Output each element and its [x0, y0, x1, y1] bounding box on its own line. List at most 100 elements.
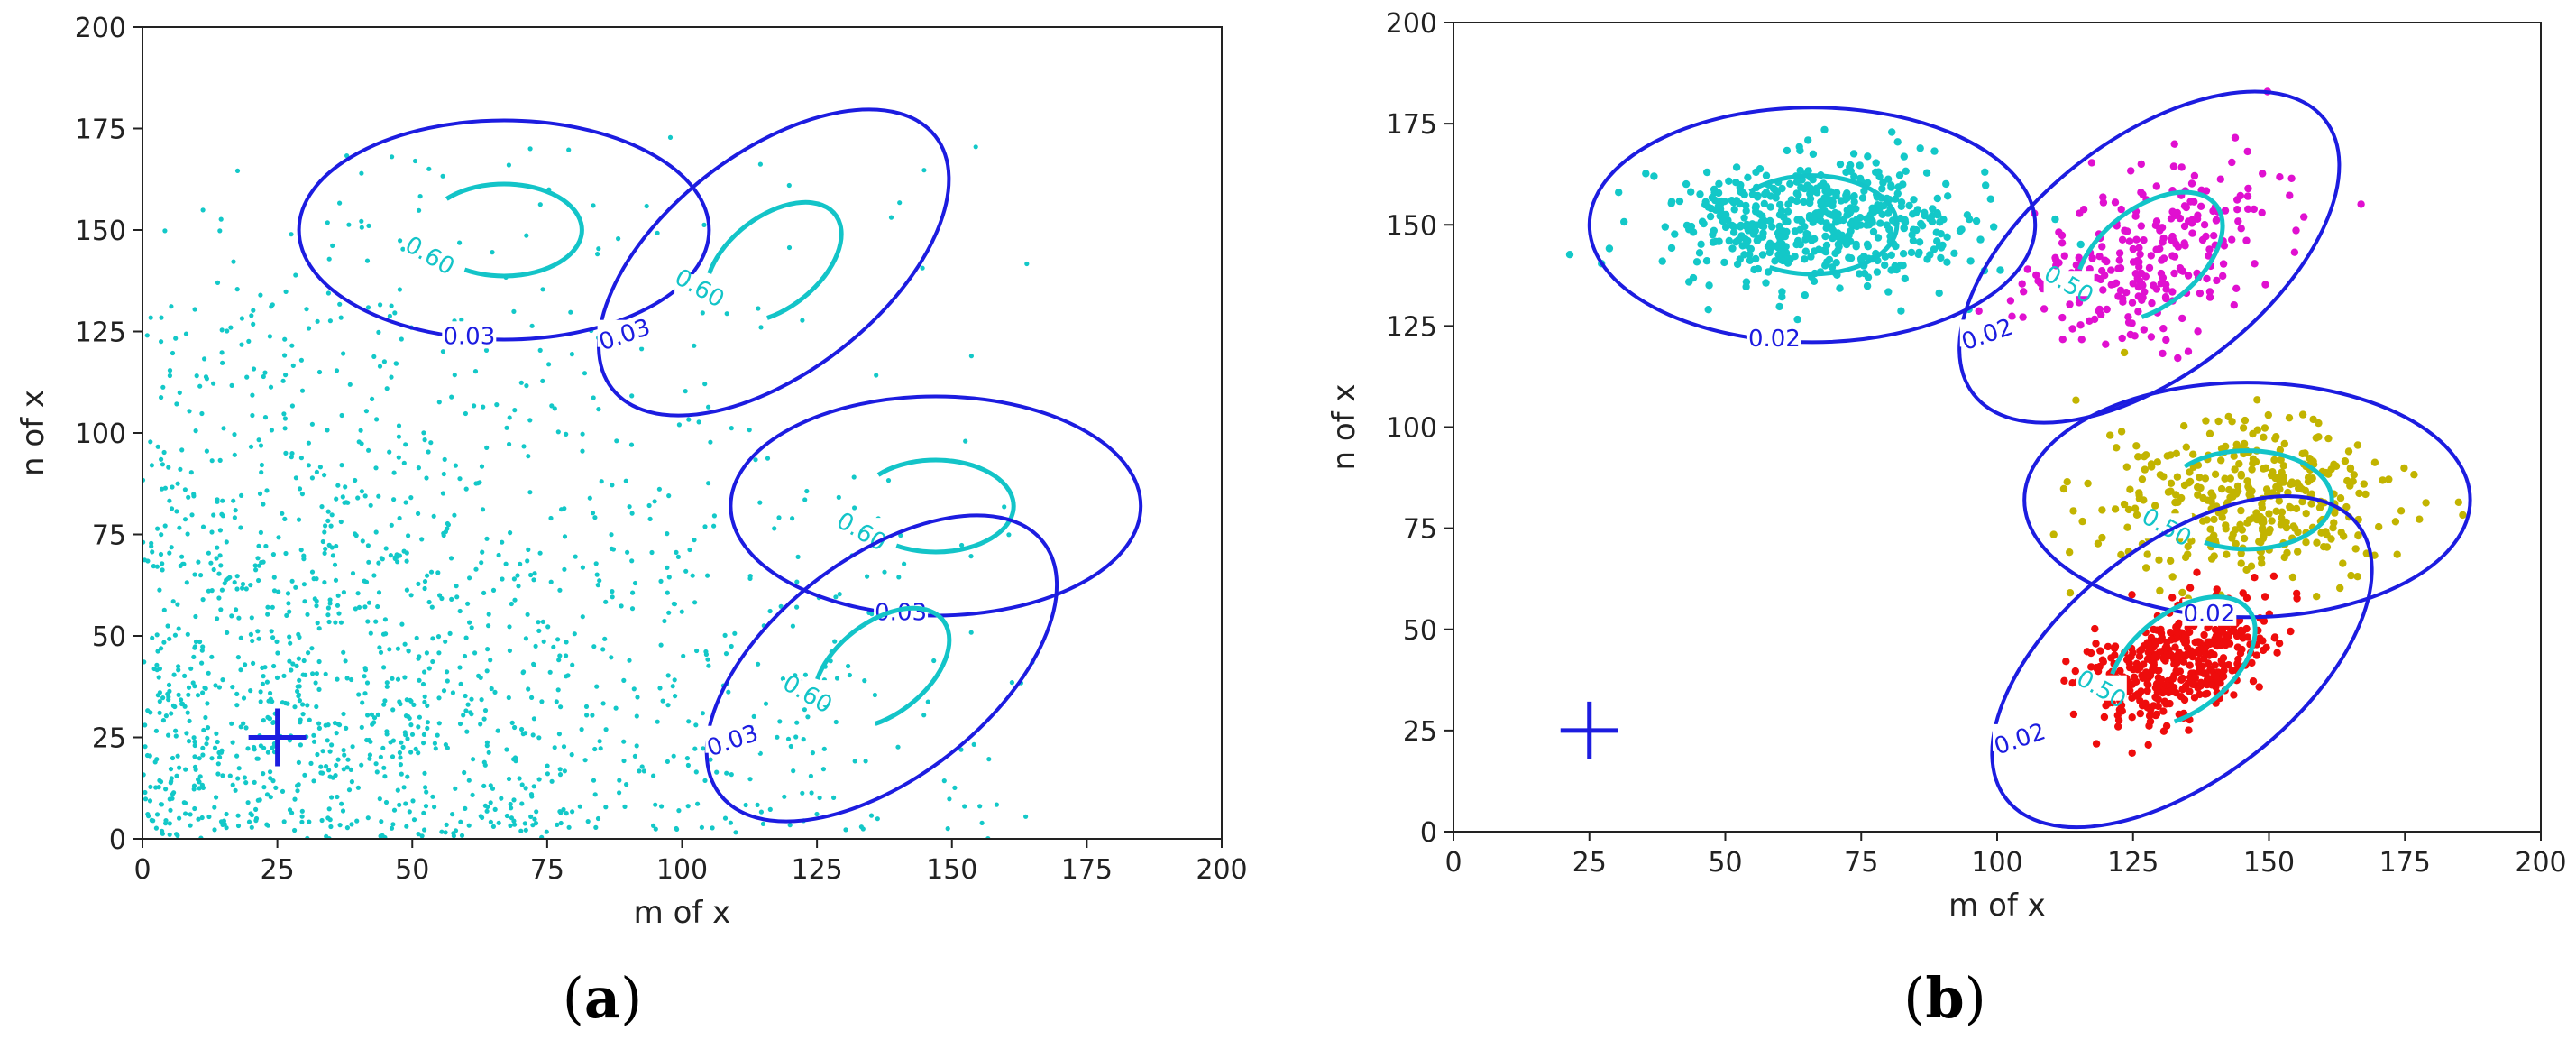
- data-point: [215, 616, 220, 621]
- data-point: [561, 806, 566, 813]
- data-point: [380, 745, 386, 751]
- cluster-point: [1893, 189, 1902, 198]
- data-point: [243, 725, 249, 731]
- data-point: [297, 698, 302, 704]
- data-point: [447, 630, 453, 637]
- data-point: [1023, 814, 1029, 819]
- cluster-point: [2393, 550, 2401, 558]
- data-point: [234, 703, 240, 708]
- cluster-point: [1778, 292, 1786, 301]
- data-point: [145, 708, 151, 713]
- cluster-point: [1921, 208, 1929, 216]
- data-point: [396, 423, 402, 428]
- data-point: [265, 604, 270, 610]
- data-point: [511, 797, 517, 803]
- cluster-point: [1849, 150, 1858, 158]
- data-point: [482, 762, 488, 768]
- data-point: [465, 702, 471, 707]
- data-point: [539, 834, 545, 839]
- cluster-point: [2256, 634, 2264, 642]
- cluster-point: [1804, 233, 1812, 241]
- cluster-point: [1777, 207, 1786, 215]
- cluster-point: [1821, 232, 1829, 241]
- data-point: [218, 563, 224, 568]
- cluster-point: [1937, 244, 1946, 252]
- cluster-point: [2251, 260, 2259, 268]
- data-point: [388, 740, 393, 745]
- data-point: [338, 519, 344, 525]
- data-point: [194, 373, 199, 379]
- data-point: [802, 672, 809, 677]
- data-point: [182, 704, 188, 709]
- data-point: [416, 750, 421, 756]
- data-point: [200, 752, 206, 758]
- cluster-point: [2180, 695, 2189, 704]
- cluster-point: [2221, 207, 2230, 215]
- x-tick-label: 100: [1971, 847, 2022, 879]
- data-point: [833, 594, 839, 600]
- data-point: [254, 756, 260, 761]
- cluster-point: [2186, 584, 2195, 592]
- data-point: [323, 546, 328, 552]
- data-point: [711, 513, 718, 519]
- data-point: [585, 819, 591, 824]
- data-point: [323, 671, 328, 676]
- cluster-point: [1792, 178, 1801, 186]
- data-point: [379, 556, 384, 561]
- cluster-point: [1897, 202, 1905, 210]
- cluster-point: [2049, 530, 2058, 538]
- data-point: [181, 800, 187, 805]
- data-point: [167, 368, 173, 373]
- y-tick-label: 0: [109, 824, 126, 856]
- data-point: [788, 743, 793, 750]
- cluster-point: [2167, 451, 2175, 459]
- data-point: [160, 561, 165, 566]
- data-point: [706, 663, 711, 668]
- cluster-point: [2327, 535, 2335, 543]
- data-point: [200, 524, 206, 529]
- cluster-point: [2134, 292, 2142, 300]
- cluster-point: [2051, 215, 2059, 224]
- data-point: [507, 415, 512, 420]
- data-point: [572, 631, 577, 637]
- cluster-point: [1918, 222, 1927, 230]
- data-point: [204, 376, 209, 382]
- data-point: [557, 809, 563, 815]
- data-point: [852, 505, 857, 511]
- cluster-point: [2062, 658, 2070, 666]
- cluster-point: [2151, 502, 2159, 510]
- data-point: [260, 681, 265, 686]
- data-point: [814, 811, 820, 817]
- cluster-point: [2237, 470, 2245, 479]
- data-point: [335, 794, 340, 800]
- data-point: [157, 690, 162, 695]
- inner-contour-2: [707, 199, 844, 320]
- data-point: [591, 644, 597, 649]
- cluster-point: [1729, 228, 1738, 236]
- data-point: [426, 599, 432, 605]
- data-point: [728, 820, 734, 825]
- cluster-point: [1837, 197, 1846, 205]
- panel-label: (a): [563, 965, 643, 1031]
- cluster-point: [2152, 217, 2161, 225]
- data-point: [714, 769, 720, 775]
- data-point: [206, 550, 211, 556]
- cluster-point: [2351, 545, 2360, 553]
- cluster-point: [2146, 705, 2155, 714]
- data-point: [159, 486, 165, 492]
- data-point: [297, 486, 303, 492]
- cluster-point: [2066, 548, 2074, 557]
- data-point: [383, 799, 390, 805]
- data-point: [373, 761, 379, 767]
- cluster-point: [2232, 284, 2241, 292]
- data-point: [659, 804, 665, 809]
- data-point: [628, 442, 635, 447]
- data-point: [407, 809, 412, 815]
- data-point: [251, 308, 256, 313]
- data-point: [354, 818, 360, 824]
- data-point: [547, 669, 553, 675]
- data-point: [148, 784, 153, 790]
- cluster-point: [2111, 644, 2119, 652]
- cluster-point: [2275, 497, 2283, 505]
- cluster-point: [2147, 333, 2156, 341]
